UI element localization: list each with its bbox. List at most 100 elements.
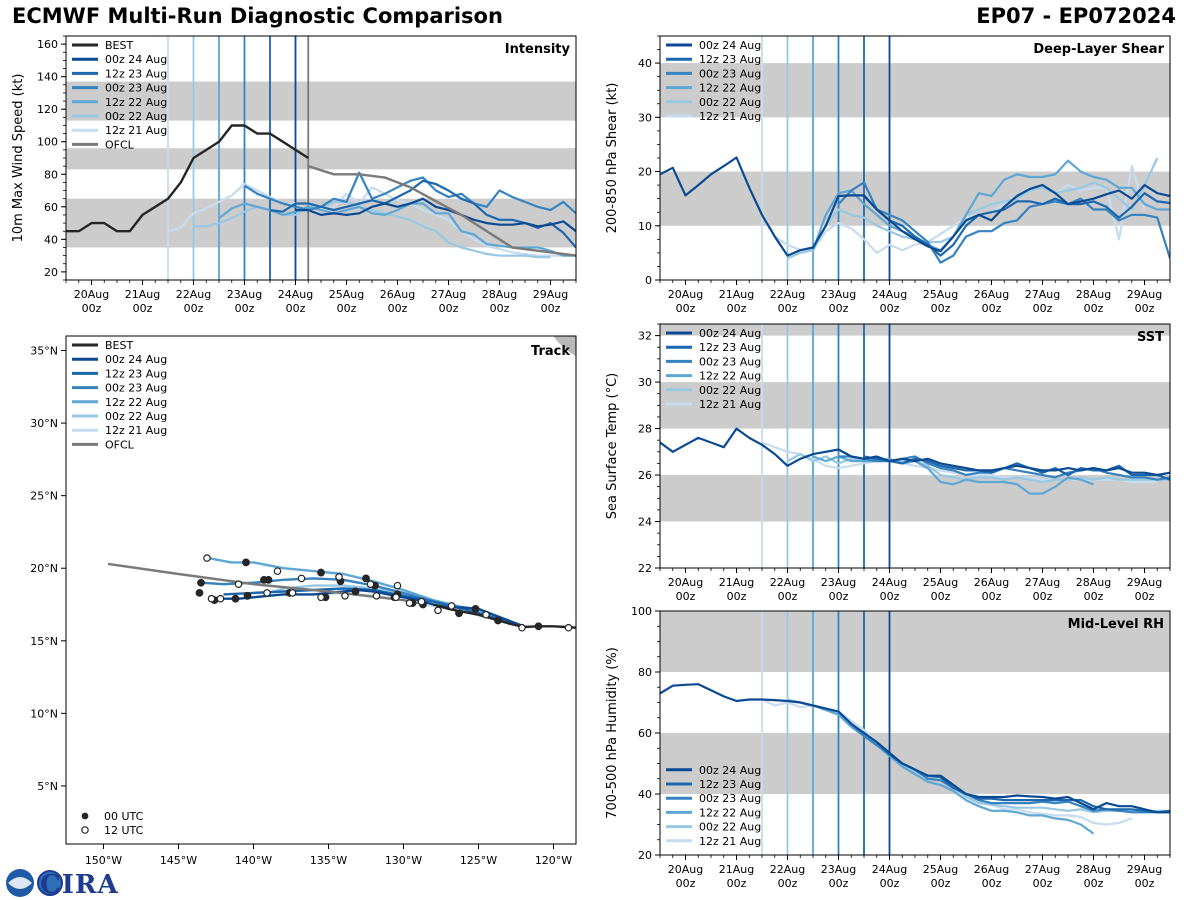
sst-y-tick-label: 24 [638,516,652,529]
sst-series-line [660,427,1170,477]
track-x-tick-label: 120°W [535,854,572,867]
sst-x-tick-day: 28Aug [1076,576,1111,589]
track-point-00utc [471,604,480,613]
track-point-00utc [197,578,205,587]
intensity-y-tick-label: 40 [44,233,58,246]
sst-x-tick-day: 23Aug [821,576,856,589]
rh-y-tick-label: 60 [638,727,652,740]
shear-y-tick-label: 10 [638,220,652,233]
track-point-12utc [234,580,243,588]
intensity-panel-title: Intensity [505,42,571,57]
intensity-y-tick-label: 160 [37,38,58,51]
shear-series-line [811,159,1170,252]
intensity-legend-label: OFCL [105,138,135,151]
track-point-12utc [216,594,225,603]
sst-x-tick-day: 25Aug [923,576,958,589]
intensity-x-tick-day: 25Aug [329,288,364,301]
rh-y-tick-label: 40 [638,788,652,801]
sst-x-tick-hour: 00z [1135,590,1155,603]
sst-series-line [863,455,1170,481]
rh-x-tick-hour: 00z [829,877,849,890]
track-point-12utc [372,592,381,600]
intensity-x-tick-day: 27Aug [431,288,466,301]
shear-series-line [863,192,1170,257]
track-point-12utc [392,593,400,602]
rh-x-tick-hour: 00z [982,877,1002,890]
intensity-threshold-band [66,148,576,170]
cira-logo: CIRA [6,869,118,900]
rh-y-tick-label: 80 [638,666,652,679]
shear-x-tick-day: 21Aug [719,288,754,301]
shear-x-tick-hour: 00z [982,302,1002,315]
shear-x-tick-day: 25Aug [923,288,958,301]
track-y-tick-label: 10°N [30,707,58,720]
track-legend-label: 00z 23 Aug [105,382,167,395]
intensity-series-line [167,182,564,257]
shear-x-tick-day: 27Aug [1025,288,1060,301]
track-panel-title: Track [531,344,570,359]
shear-x-tick-hour: 00z [727,302,747,315]
rh-x-tick-hour: 00z [931,877,951,890]
track-point-12utc [207,594,216,603]
rh-legend-label: 00z 23 Aug [699,792,761,805]
track-point-12utc [447,602,456,610]
shear-legend-label: 00z 23 Aug [699,67,761,80]
shear-legend-label: 12z 22 Aug [699,82,761,95]
shear-x-tick-day: 24Aug [872,288,907,301]
intensity-y-tick-label: 60 [44,201,58,214]
sst-x-tick-day: 26Aug [974,576,1009,589]
track-point-12utc [335,573,343,581]
intensity-x-tick-hour: 00z [82,302,102,315]
intensity-x-tick-day: 26Aug [380,288,415,301]
shear-y-tick-label: 30 [638,111,652,124]
rh-x-tick-hour: 00z [1084,877,1104,890]
track-point-12utc [341,592,349,600]
shear-y-tick-label: 40 [638,57,652,70]
track-panel: 150°W 145°W 140°W 135°W 130°W 125°W 120°W 5°N 10… [30,335,577,867]
sst-x-tick-day: 22Aug [770,576,805,589]
intensity-x-tick-hour: 00z [133,302,153,315]
sst-threshold-band [660,324,1170,336]
track-point-00utc [362,574,370,583]
rh-x-tick-hour: 00z [1135,877,1155,890]
sst-series-line [786,453,1170,484]
sst-y-tick-label: 30 [638,376,652,389]
intensity-x-tick-hour: 00z [541,302,561,315]
sst-x-tick-hour: 00z [1084,590,1104,603]
sst-x-tick-hour: 00z [676,590,696,603]
sst-x-tick-day: 20Aug [668,576,703,589]
rh-x-tick-day: 20Aug [668,863,703,876]
intensity-x-tick-hour: 00z [490,302,510,315]
track-legend-marker-00 [81,812,89,820]
track-legend-label: 12z 23 Aug [105,367,167,380]
sst-y-axis-label: Sea Surface Temp (°C) [605,373,620,520]
intensity-series-line [243,171,576,215]
track-point-12utc [203,554,211,562]
rh-y-tick-label: 100 [631,605,652,618]
shear-x-tick-day: 23Aug [821,288,856,301]
shear-threshold-band [660,63,1170,118]
track-point-00utc [264,575,273,584]
sst-threshold-band [660,475,1170,522]
intensity-series-line [193,200,551,259]
shear-series-line [761,165,1146,254]
intensity-y-tick-label: 80 [44,168,58,181]
sst-x-tick-day: 21Aug [719,576,754,589]
intensity-x-tick-day: 28Aug [482,288,517,301]
sst-x-tick-hour: 00z [880,590,900,603]
track-x-tick-label: 140°W [235,854,272,867]
rh-x-tick-hour: 00z [778,877,798,890]
intensity-x-tick-day: 22Aug [176,288,211,301]
track-point-12utc [297,574,306,583]
rh-panel: 20 40 60 80 100 700-500 hPa Humidity (%) 20Aug… [605,605,1171,890]
rh-x-tick-day: 29Aug [1127,863,1162,876]
sst-x-tick-hour: 00z [829,590,849,603]
rh-x-tick-day: 23Aug [821,863,856,876]
rh-x-tick-day: 24Aug [872,863,907,876]
intensity-y-tick-label: 100 [37,136,58,149]
intensity-x-tick-day: 29Aug [533,288,568,301]
shear-panel-title: Deep-Layer Shear [1033,42,1164,57]
intensity-ofcl-line [307,164,576,257]
intensity-x-tick-day: 24Aug [278,288,313,301]
